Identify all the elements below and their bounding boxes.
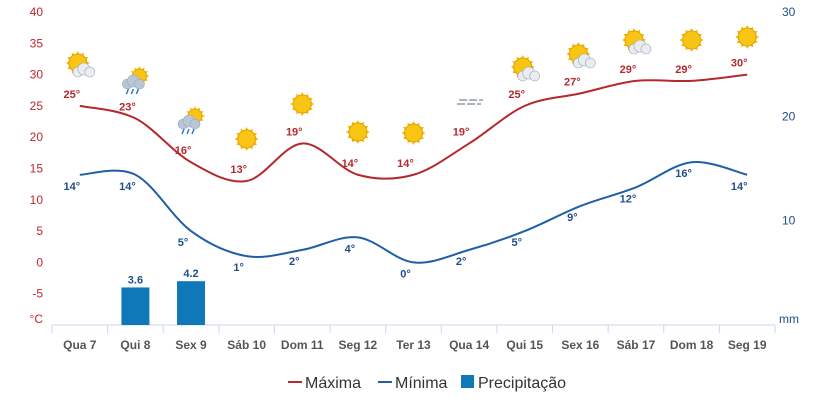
y-left-tick-label: -5	[32, 287, 43, 301]
x-tick-label: Qui 15	[506, 338, 543, 352]
x-tick-label: Sáb 17	[617, 338, 656, 352]
legend-swatch	[461, 375, 474, 388]
y-left-unit: °C	[30, 312, 44, 326]
y-axis-left: 40 35 30 25 20 15 10 5 0 -5 °C	[30, 5, 44, 326]
precipitation-label: 3.6	[128, 274, 143, 286]
y-left-tick-label: 15	[30, 162, 44, 176]
sun-cloud-icon	[510, 55, 541, 82]
data-label-min: 0°	[400, 268, 411, 280]
data-label-max: 27°	[564, 76, 581, 88]
data-label-min: 5°	[511, 237, 522, 249]
y-left-tick-label: 35	[30, 36, 44, 50]
y-left-tick-label: 25	[30, 99, 44, 113]
data-label-max: 25°	[63, 89, 80, 101]
data-label-min: 2°	[289, 256, 300, 268]
data-label-max: 23°	[119, 101, 136, 113]
y-right-tick-label: 10	[782, 214, 796, 228]
weather-icons	[65, 25, 760, 151]
data-label-max: 14°	[342, 158, 359, 170]
x-tick-label: Sex 9	[175, 338, 207, 352]
data-label-min: 1°	[233, 262, 244, 274]
data-label-min: 9°	[567, 212, 578, 224]
x-tick-label: Sáb 10	[227, 338, 266, 352]
data-label-min: 4°	[345, 243, 356, 255]
data-label-min: 16°	[675, 168, 692, 180]
x-tick-label: Sex 16	[561, 338, 599, 352]
data-label-max: 19°	[286, 126, 303, 138]
sun-icon	[401, 121, 426, 145]
sun-icon	[345, 120, 370, 144]
x-tick-label: Qua 7	[63, 338, 97, 352]
sun-cloud-icon	[65, 51, 96, 78]
data-label-max: 25°	[508, 89, 525, 101]
sun-icon	[234, 127, 259, 151]
x-tick-label: Qua 14	[449, 338, 489, 352]
data-label-max: 14°	[397, 158, 414, 170]
x-tick-label: Dom 18	[670, 338, 714, 352]
precipitation-bars	[121, 281, 206, 325]
data-label-min: 14°	[63, 181, 80, 193]
legend[interactable]: Máxima Mínima Precipitação	[288, 375, 566, 392]
y-right-tick-label: 20	[782, 109, 796, 123]
x-axis: Qua 7 Qui 8 Sex 9 Sáb 10 Dom 11 Seg 12 Ter 13 Q…	[51, 325, 776, 352]
data-label-max: 29°	[620, 64, 637, 76]
temperature-lines	[79, 73, 748, 264]
y-left-tick-label: 20	[30, 130, 44, 144]
data-label-min: 5°	[178, 237, 189, 249]
legend-item[interactable]: Máxima	[288, 375, 361, 392]
legend-label: Máxima	[305, 375, 361, 392]
data-label-min: 14°	[731, 181, 748, 193]
legend-label: Precipitação	[478, 375, 566, 392]
y-right-unit: mm	[779, 312, 799, 326]
x-tick-label: Ter 13	[396, 338, 431, 352]
x-tick-label: Dom 11	[281, 338, 324, 352]
data-label-max: 19°	[453, 126, 470, 138]
rain-cloud-icon	[177, 106, 206, 135]
data-label-max: 13°	[230, 164, 247, 176]
precipitation-bar	[121, 287, 150, 325]
fog-icon	[457, 99, 484, 105]
y-left-tick-label: 5	[36, 224, 43, 238]
sun-icon	[679, 28, 704, 52]
y-left-tick-label: 10	[30, 193, 44, 207]
series-line-max	[79, 73, 748, 183]
series-line-min	[79, 161, 748, 264]
precipitation-bar	[177, 281, 206, 325]
data-label-min: 2°	[456, 256, 467, 268]
rain-cloud-icon	[122, 66, 150, 95]
data-label-min: 14°	[119, 181, 136, 193]
data-label-max: 29°	[675, 64, 692, 76]
y-left-tick-label: 40	[30, 5, 44, 19]
data-labels: 3.6 4.2 25° 23° 16° 13° 19° 14° 14° 19° 25° 27° 29° 2…	[63, 58, 747, 287]
y-left-tick-label: 30	[30, 68, 44, 82]
data-label-min: 12°	[620, 193, 637, 205]
x-tick-label: Qui 8	[120, 338, 150, 352]
y-right-tick-label: 30	[782, 5, 796, 19]
x-tick-label: Seg 19	[728, 338, 767, 352]
y-left-tick-label: 0	[36, 255, 43, 269]
sun-cloud-icon	[621, 28, 652, 55]
legend-item[interactable]: Mínima	[378, 375, 448, 392]
legend-label: Mínima	[395, 375, 448, 392]
legend-item[interactable]: Precipitação	[461, 375, 566, 392]
precipitation-label: 4.2	[183, 268, 198, 280]
x-tick-label: Seg 12	[339, 338, 378, 352]
data-label-max: 16°	[175, 145, 192, 157]
y-axis-right: 30 20 10 mm	[779, 5, 799, 326]
data-label-max: 30°	[731, 58, 748, 70]
sun-icon	[290, 92, 315, 116]
sun-cloud-icon	[566, 42, 596, 69]
sun-icon	[735, 25, 760, 49]
